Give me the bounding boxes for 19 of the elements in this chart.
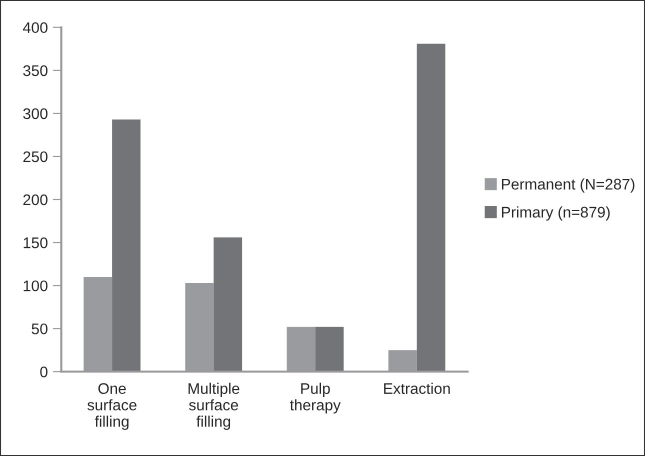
y-tick-label: 400 bbox=[22, 22, 48, 34]
y-tick-label: 100 bbox=[24, 280, 48, 292]
bar bbox=[112, 119, 141, 372]
x-tick-label: Pulp therapy bbox=[290, 382, 341, 414]
y-tick-label: 150 bbox=[24, 237, 48, 248]
x-tick-label: Multiple surface filling bbox=[188, 382, 240, 430]
y-tick-label: 300 bbox=[23, 108, 48, 120]
bar bbox=[315, 326, 344, 372]
legend-label: Primary (n=879) bbox=[502, 206, 610, 221]
y-tick-label: 50 bbox=[32, 323, 48, 334]
legend-label: Permanent (N=287) bbox=[502, 178, 634, 193]
bar bbox=[214, 237, 242, 372]
bar bbox=[416, 44, 446, 372]
x-tick-label: One surface filling bbox=[87, 383, 136, 430]
y-tick-label: 250 bbox=[23, 151, 48, 162]
x-tick-label: Extraction bbox=[384, 382, 450, 394]
y-tick-label: 200 bbox=[23, 194, 48, 206]
y-tick-label: 0 bbox=[40, 366, 48, 378]
y-tick-label: 350 bbox=[23, 65, 48, 76]
